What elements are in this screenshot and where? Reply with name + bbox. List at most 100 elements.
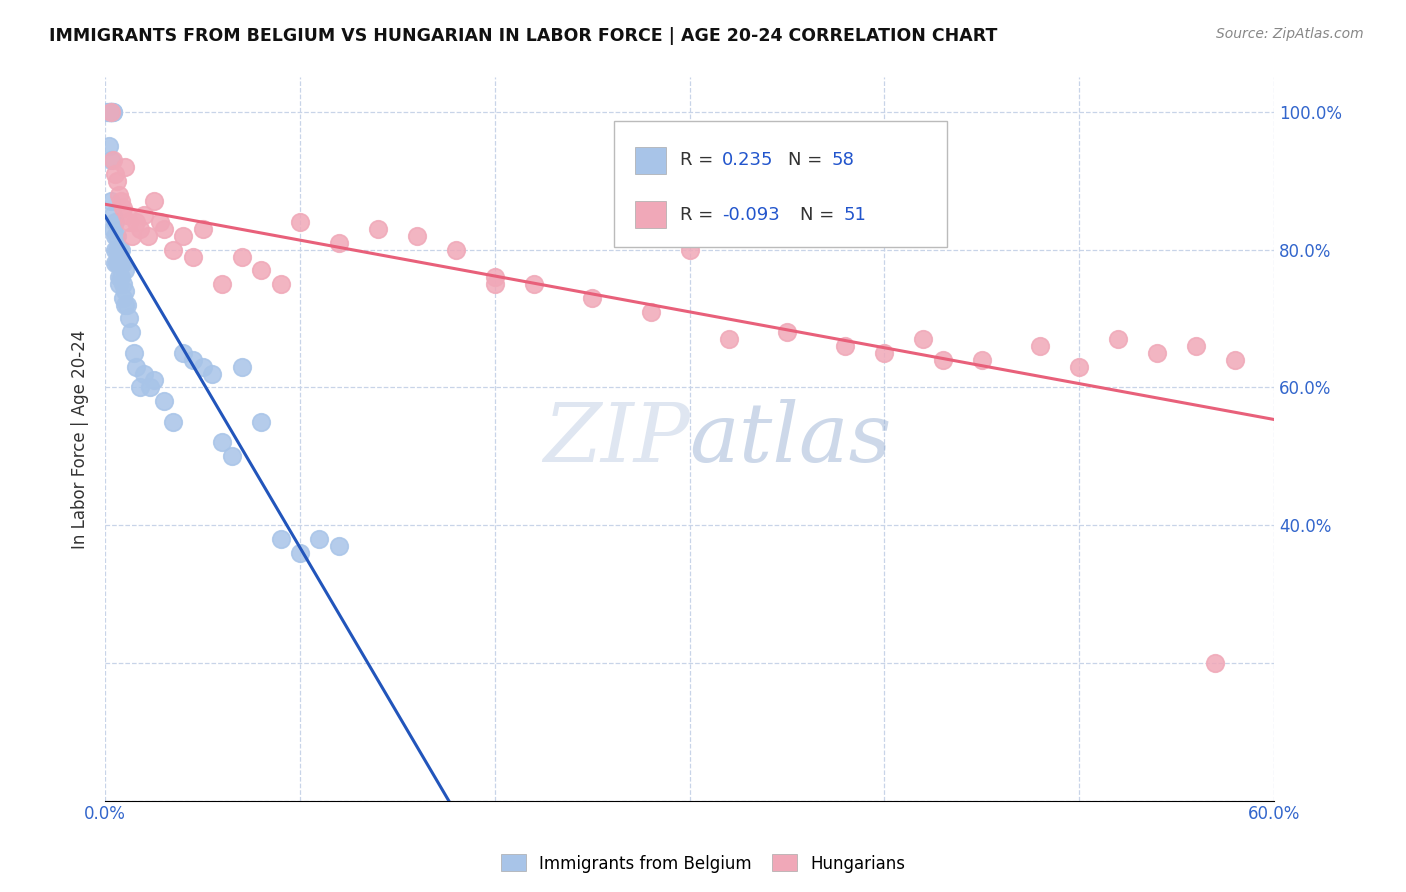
Point [124,346,146,360]
Point [105,256,128,270]
Point [100,104,122,119]
Point [100,104,122,119]
Point [115,298,138,312]
Text: 58: 58 [832,152,855,169]
Point [121,228,143,243]
Point [444,243,467,257]
Point [104,167,127,181]
Bar [634,201,665,228]
Text: IMMIGRANTS FROM BELGIUM VS HUNGARIAN IN LABOR FORCE | AGE 20-24 CORRELATION CHAR: IMMIGRANTS FROM BELGIUM VS HUNGARIAN IN … [49,27,998,45]
Point [111,277,134,291]
Point [100,153,122,167]
Point [114,263,136,277]
Point [1029,339,1052,353]
Point [1107,332,1129,346]
Point [970,352,993,367]
Point [191,359,214,374]
Point [129,222,152,236]
Text: ZIP: ZIP [543,399,689,479]
Text: R =: R = [679,152,718,169]
Point [149,215,172,229]
Point [873,346,896,360]
Point [125,215,148,229]
Point [98,104,121,119]
Point [162,415,184,429]
Point [181,250,204,264]
Point [110,256,132,270]
Point [105,228,128,243]
Point [104,228,127,243]
Text: 51: 51 [844,206,866,224]
Point [211,435,233,450]
Text: N =: N = [800,206,841,224]
Point [776,326,799,340]
Point [270,532,292,546]
Point [100,194,122,209]
Point [117,215,139,229]
Point [172,346,194,360]
Text: 0.235: 0.235 [721,152,773,169]
Point [1069,359,1091,374]
Point [104,243,127,257]
Point [1146,346,1168,360]
Point [231,250,253,264]
Point [152,222,174,236]
Point [104,215,127,229]
Point [523,277,546,291]
Point [270,277,292,291]
Point [134,367,156,381]
Point [98,139,121,153]
Point [136,228,159,243]
Point [328,539,350,553]
FancyBboxPatch shape [613,120,946,247]
Point [142,194,165,209]
Bar [634,146,665,174]
Point [231,359,253,374]
Text: atlas: atlas [689,399,891,479]
Text: Source: ZipAtlas.com: Source: ZipAtlas.com [1216,27,1364,41]
Point [111,202,134,216]
Point [117,311,139,326]
Point [120,326,142,340]
Point [96,104,118,119]
Point [1205,656,1227,670]
Point [110,194,132,209]
Point [250,415,273,429]
Point [181,352,204,367]
Legend: Immigrants from Belgium, Hungarians: Immigrants from Belgium, Hungarians [494,847,912,880]
Point [139,380,162,394]
Point [484,270,506,285]
Point [100,104,122,119]
Point [105,243,128,257]
Point [108,256,131,270]
Point [108,187,131,202]
Point [108,270,131,285]
Point [932,352,955,367]
Point [288,215,311,229]
Point [129,380,152,394]
Text: N =: N = [789,152,828,169]
Point [110,270,132,285]
Point [288,546,311,560]
Point [912,332,935,346]
Point [114,160,136,174]
Point [405,228,427,243]
Point [100,104,122,119]
Point [221,449,243,463]
Point [1185,339,1208,353]
Point [152,394,174,409]
Point [134,208,156,222]
Point [162,243,184,257]
Point [101,208,124,222]
Text: -0.093: -0.093 [721,206,779,224]
Point [484,277,506,291]
Point [101,104,124,119]
Point [98,104,121,119]
Point [678,243,700,257]
Point [250,263,273,277]
Point [201,367,224,381]
Point [101,153,124,167]
Point [114,284,136,298]
Point [101,222,124,236]
Point [115,208,138,222]
